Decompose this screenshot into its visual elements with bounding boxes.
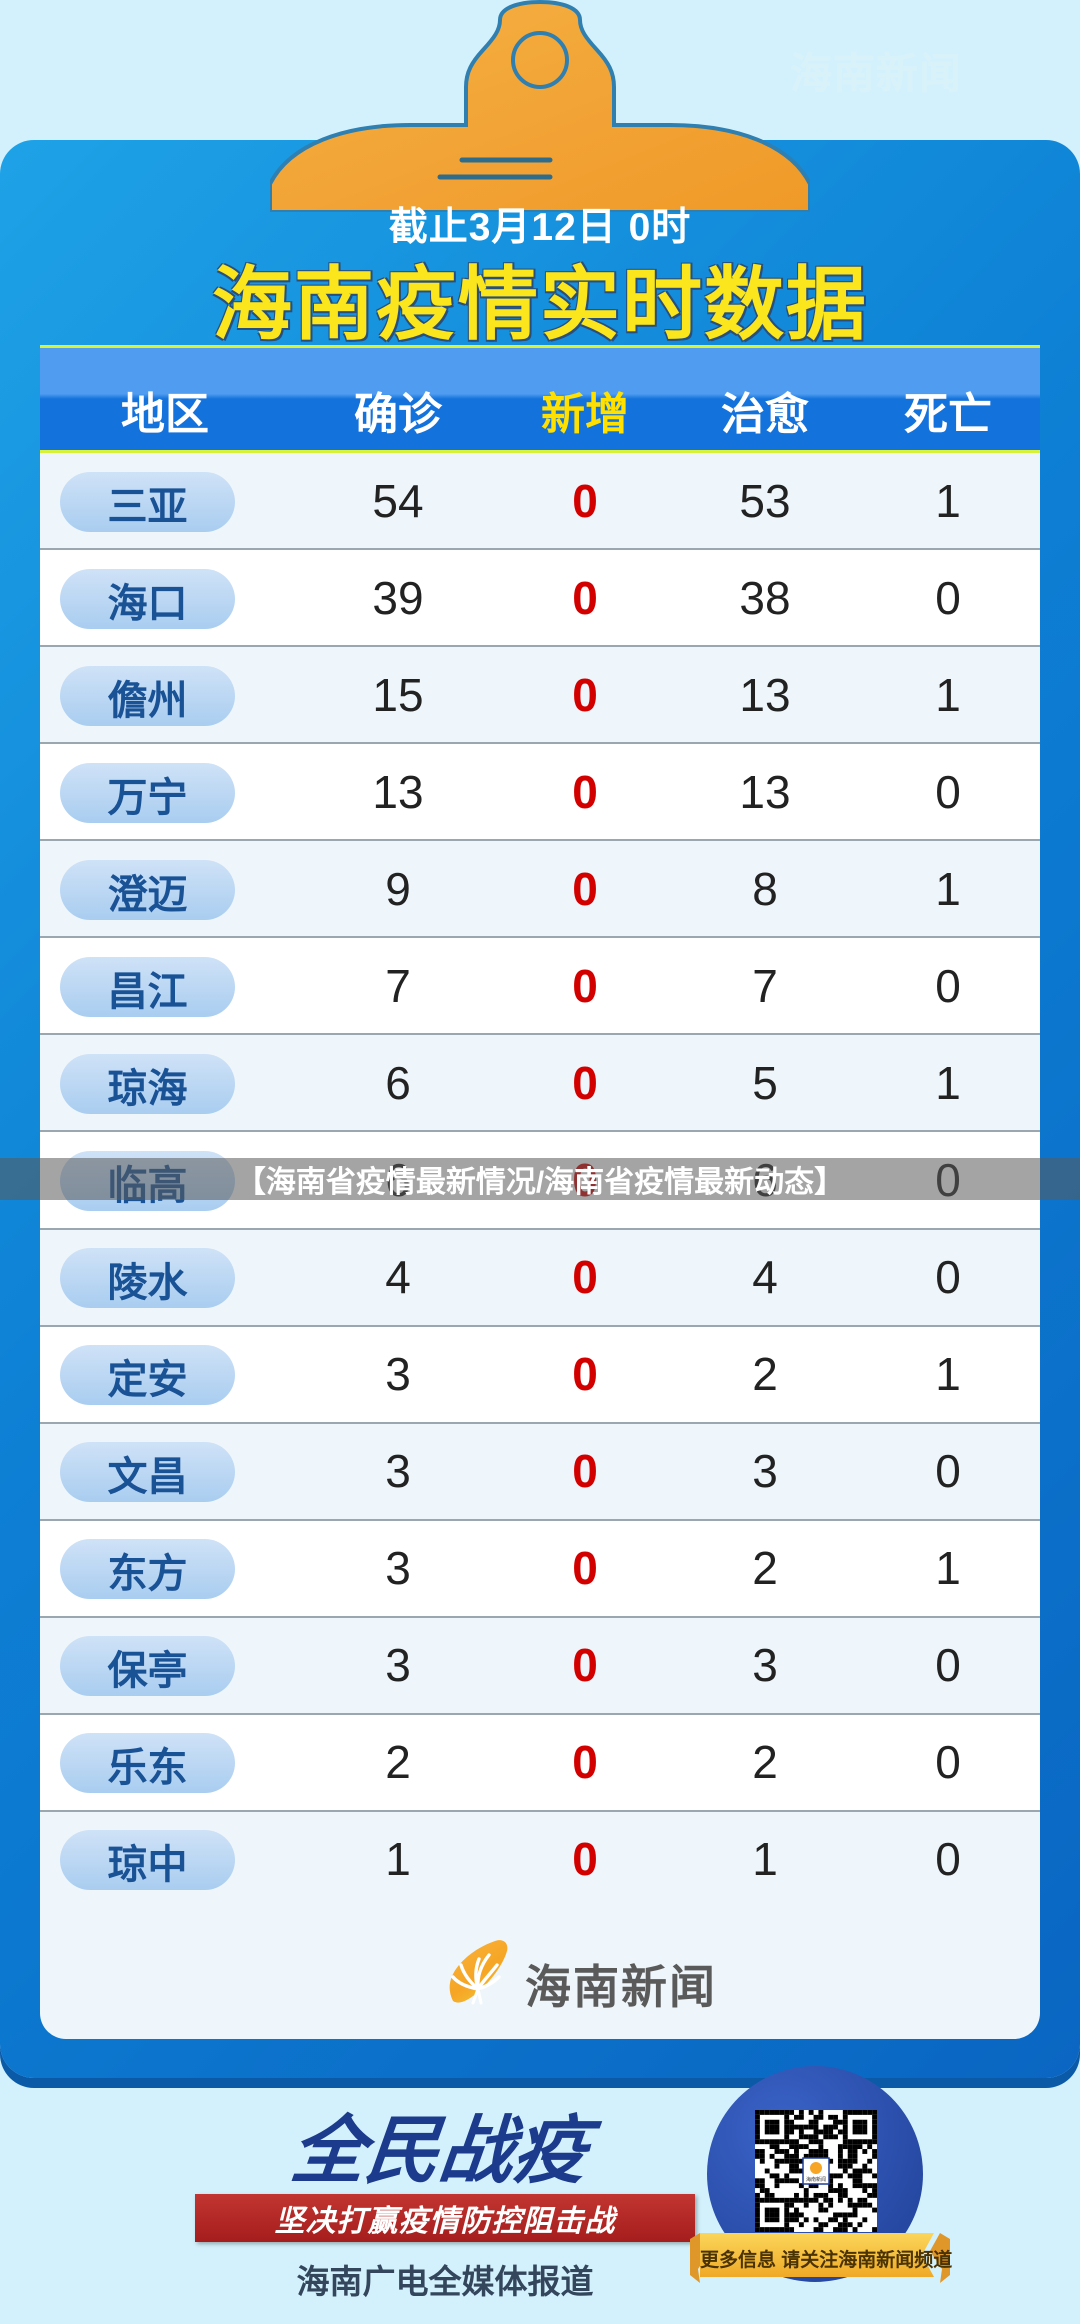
svg-text:全民战疫: 全民战疫	[287, 2109, 603, 2192]
svg-text:海南新闻: 海南新闻	[806, 2176, 826, 2183]
